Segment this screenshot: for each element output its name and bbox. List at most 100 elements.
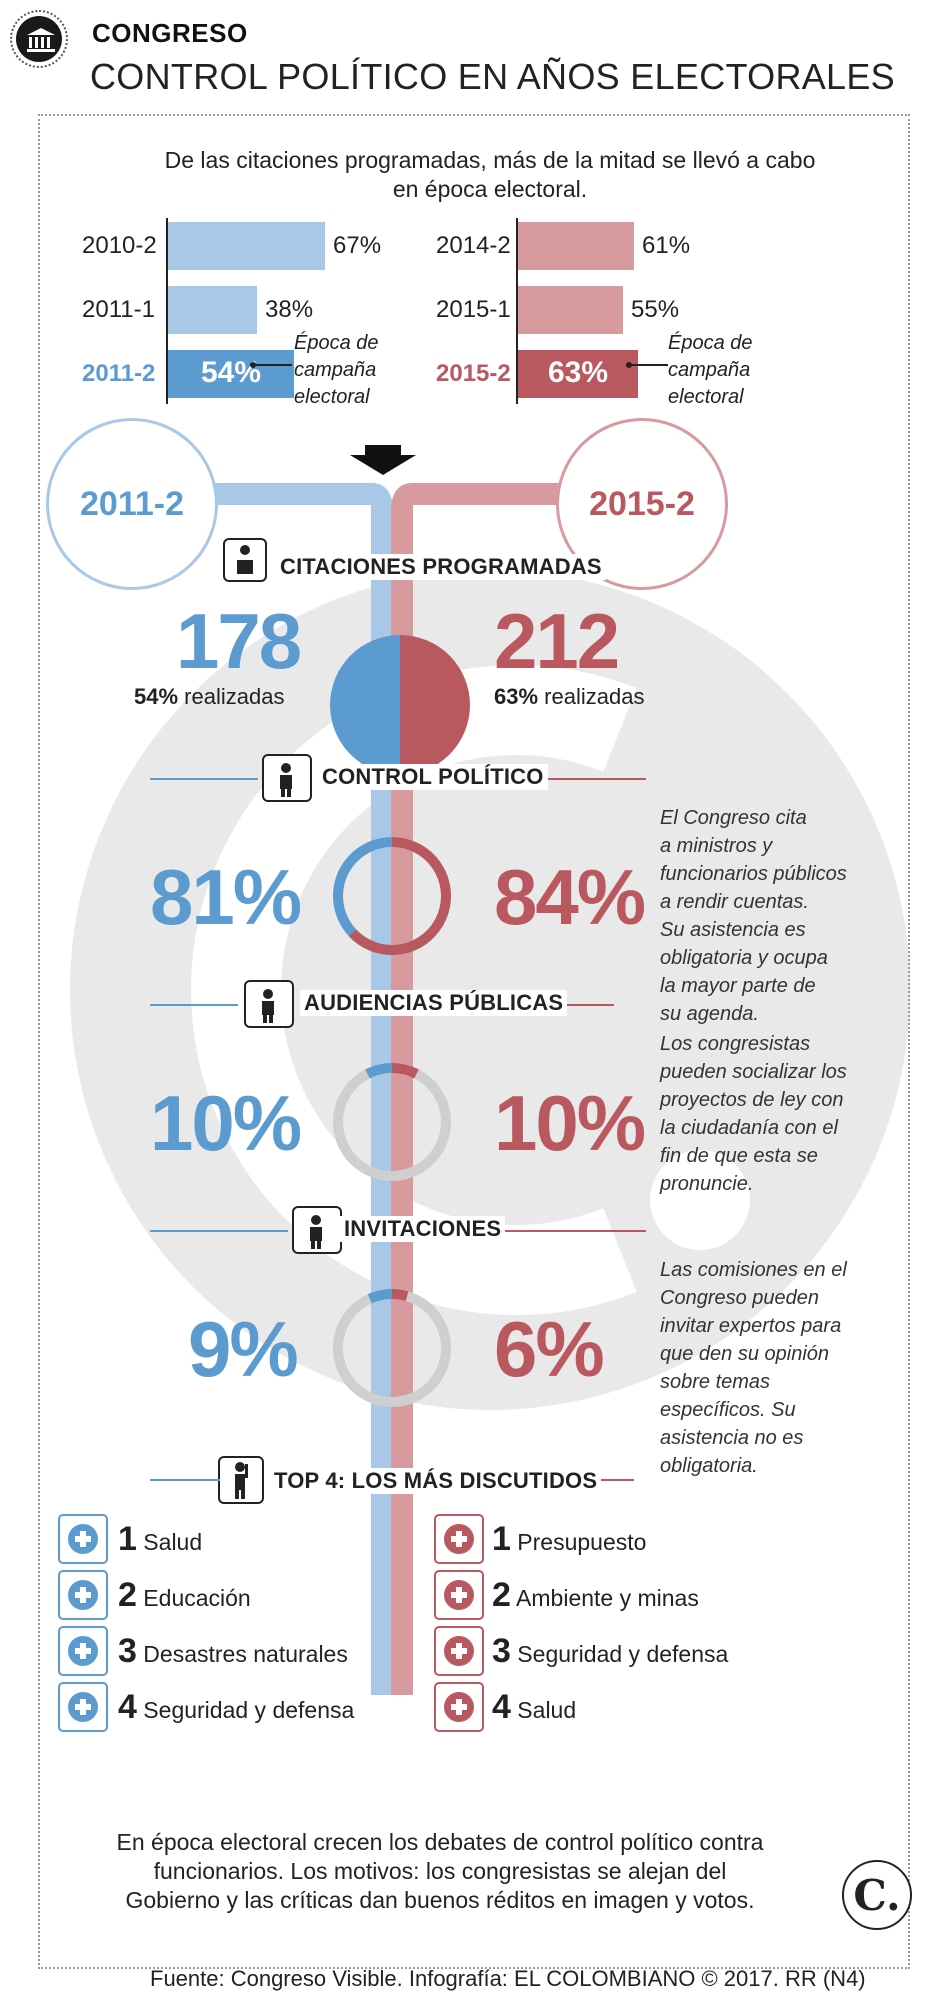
bar — [168, 286, 257, 334]
ring-pair — [333, 837, 451, 955]
note-line: su agenda. — [660, 1003, 759, 1025]
bar-category-label: 2015-2 — [436, 360, 511, 387]
topic-label: Salud — [136, 1529, 203, 1555]
category-value-left: 9% — [188, 1305, 299, 1393]
bar-category-label: 2010-2 — [82, 232, 157, 259]
topic-rank: 4 — [492, 1688, 511, 1726]
category-note: Las comisiones en el Congreso pueden invit… — [660, 1256, 900, 1480]
note-line: obligatoria y ocupa — [660, 947, 828, 969]
bar — [518, 222, 634, 270]
note-line: a rendir cuentas. — [660, 891, 809, 913]
ring-track-right — [391, 837, 451, 955]
topic-item: 1 Salud — [118, 1520, 202, 1559]
category-note: Los congresistas pueden socializar los pro… — [660, 1030, 900, 1198]
note-line: proyectos de ley con — [660, 1089, 844, 1111]
source-credit: Fuente: Congreso Visible. Infografía: EL… — [150, 1966, 866, 1991]
note-line: pueden socializar los — [660, 1061, 847, 1083]
citaciones-semicircles — [330, 635, 470, 775]
kicker: CONGRESO — [92, 18, 248, 48]
bar-value-label: 55% — [631, 296, 680, 323]
topic-label: Desastres naturales — [136, 1641, 348, 1667]
year-circle-left: 2011-2 — [46, 418, 218, 590]
note-line: El Congreso cita — [660, 807, 807, 829]
topic-item: 2 Educación — [118, 1576, 251, 1615]
ring-value-left — [333, 837, 429, 955]
citaciones-count-right: 212 — [494, 597, 620, 685]
topic-label: Ambiente y minas — [510, 1585, 699, 1611]
bar-value-label: 61% — [642, 232, 691, 259]
note-line: fin de que esta se — [660, 1145, 818, 1167]
medkit-icon — [58, 1514, 108, 1564]
bar-category-label: 2014-2 — [436, 232, 511, 259]
topic-label: Seguridad y defensa — [510, 1641, 729, 1667]
ring-pair — [333, 1289, 451, 1407]
section-rule-right — [528, 1004, 614, 1006]
topic-rank: 2 — [118, 1576, 137, 1614]
note-line: Congreso pueden — [660, 1287, 820, 1309]
section-rule-left — [150, 778, 258, 780]
citaciones-realizadas-left: 54% realizadas — [134, 684, 285, 709]
note-line: la ciudadanía con el — [660, 1117, 838, 1139]
bar-value-label: 54% — [200, 356, 262, 389]
medkit-icon — [434, 1682, 484, 1732]
section-rule-left — [150, 1230, 288, 1232]
bar-value-label: 63% — [547, 356, 609, 389]
category-value-right: 10% — [494, 1079, 646, 1167]
category-value-right: 6% — [494, 1305, 605, 1393]
podium-icon — [223, 538, 267, 582]
bar — [518, 350, 638, 398]
ring-value-left — [367, 1289, 393, 1304]
down-arrow-icon — [350, 445, 416, 475]
leaf-icon — [434, 1570, 484, 1620]
audience-icon — [244, 980, 294, 1028]
note-line: específicos. Su — [660, 1399, 796, 1421]
bar — [168, 222, 325, 270]
topic-item: 4 Seguridad y defensa — [118, 1688, 354, 1727]
bar — [518, 286, 623, 334]
person-icon — [292, 1206, 342, 1254]
citaciones-realizadas-right: 63% realizadas — [494, 684, 645, 709]
topic-item: 3 Seguridad y defensa — [492, 1632, 728, 1671]
coins-icon — [434, 1514, 484, 1564]
topic-item: 2 Ambiente y minas — [492, 1576, 699, 1615]
ring-track-right — [391, 1289, 451, 1407]
topic-rank: 2 — [492, 1576, 511, 1614]
intro-text: De las citaciones programadas, más de la… — [164, 147, 816, 202]
category-value-left: 10% — [150, 1079, 302, 1167]
category-value-right: 84% — [494, 853, 646, 941]
topic-rank: 4 — [118, 1688, 137, 1726]
note-line: funcionarios públicos — [660, 863, 847, 885]
ring-value-right — [348, 837, 451, 955]
note-line: obligatoria. — [660, 1455, 758, 1477]
topic-rank: 3 — [492, 1632, 511, 1670]
section-title-citaciones: CITACIONES PROGRAMADAS — [276, 554, 606, 580]
semicircle-left — [330, 635, 400, 775]
top4-rule-right — [574, 1479, 634, 1481]
ring-track-left — [333, 1289, 393, 1407]
ring-value-left — [365, 1063, 393, 1079]
note-line: invitar expertos para — [660, 1315, 842, 1337]
bar — [168, 350, 294, 398]
disaster-icon — [58, 1626, 108, 1676]
bar-category-label: 2015-1 — [436, 296, 511, 323]
section-rule-right — [494, 1230, 646, 1232]
section-title-top4: TOP 4: LOS MÁS DISCUTIDOS — [270, 1468, 602, 1494]
congress-building-icon — [10, 10, 68, 68]
note-line: Su asistencia es — [660, 919, 806, 941]
section-title: AUDIENCIAS PÚBLICAS — [300, 990, 568, 1016]
topic-label: Salud — [510, 1697, 577, 1723]
ring-track-right — [391, 1063, 451, 1181]
topic-label: Educación — [136, 1585, 251, 1611]
speaker-icon — [218, 1456, 264, 1504]
topic-rank: 1 — [492, 1520, 511, 1558]
bar-category-label: 2011-2 — [82, 360, 156, 387]
bar-axis — [166, 218, 168, 404]
soldier-icon — [434, 1626, 484, 1676]
note-line: a ministros y — [660, 835, 773, 857]
topic-rank: 1 — [118, 1520, 137, 1558]
ring-value-right — [391, 1289, 409, 1301]
epoca-connector-left — [250, 362, 292, 368]
epoca-label-right: Época de campaña electoral — [668, 332, 753, 408]
outro-text: En época electoral crecen los debates de… — [116, 1829, 764, 1913]
note-line: pronuncie. — [660, 1173, 754, 1195]
